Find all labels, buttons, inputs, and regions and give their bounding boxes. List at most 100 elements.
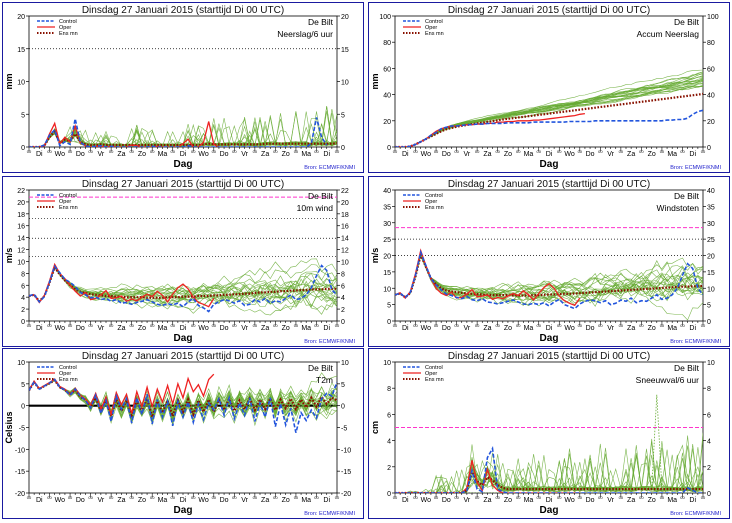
y-tick-label-right: 5 xyxy=(707,303,711,310)
hour-tick-label: 00 xyxy=(253,323,258,328)
hour-tick-label: 00 xyxy=(495,323,500,328)
legend-label-1: Oper xyxy=(425,25,437,31)
hour-tick-label: 00 xyxy=(639,495,644,500)
y-tick-label: 5 xyxy=(387,303,391,310)
y-tick-label: -20 xyxy=(15,491,25,498)
hour-tick-label: 00 xyxy=(495,149,500,154)
station-label: De Bilt xyxy=(308,191,334,201)
y-tick-label-right: 10 xyxy=(341,360,349,367)
hour-tick-label: 00 xyxy=(680,149,685,154)
day-label: Za xyxy=(483,497,491,504)
legend-label-2: Ens mn xyxy=(59,205,78,211)
y-tick-label: 22 xyxy=(17,188,25,195)
day-label: Za xyxy=(627,151,635,158)
hour-tick-label: 00 xyxy=(129,495,134,500)
y-tick-label-right: 5 xyxy=(341,382,345,389)
day-label: Ma xyxy=(667,325,677,332)
day-label: Di xyxy=(323,151,330,158)
day-label: Do xyxy=(586,151,595,158)
hour-tick-label: 00 xyxy=(413,149,418,154)
hour-tick-label: 00 xyxy=(212,323,217,328)
day-label: Do xyxy=(220,325,229,332)
hour-tick-label: 00 xyxy=(253,149,258,154)
day-label: Ma xyxy=(158,497,168,504)
hour-tick-label: 00 xyxy=(619,323,624,328)
variable-label: Neerslag/6 uur xyxy=(277,29,333,39)
hour-tick-label: 00 xyxy=(393,149,398,154)
y-tick-label-right: -5 xyxy=(341,426,347,433)
y-tick-label-right: 25 xyxy=(707,237,715,244)
chart-wind: Dinsdag 27 Januari 2015 (starttijd Di 00… xyxy=(4,179,355,345)
day-label: Vr xyxy=(241,151,248,158)
y-tick-label: 10 xyxy=(383,286,391,293)
y-tick-label: 18 xyxy=(17,212,25,219)
panel-accum: Dinsdag 27 Januari 2015 (starttijd Di 00… xyxy=(368,2,730,173)
day-label: Ma xyxy=(524,325,534,332)
hour-tick-label: 00 xyxy=(660,495,665,500)
x-axis-label: Dag xyxy=(174,505,193,516)
series-ensmean xyxy=(29,129,337,147)
hour-tick-label: 00 xyxy=(557,149,562,154)
ensemble-member-9 xyxy=(29,266,337,308)
y-tick-label-right: 40 xyxy=(707,188,715,195)
day-label: Vr xyxy=(97,151,104,158)
day-label: Di xyxy=(689,325,696,332)
chart-title: Dinsdag 27 Januari 2015 (starttijd Di 00… xyxy=(82,179,284,190)
hour-tick-label: 00 xyxy=(314,323,319,328)
legend-label-0: Control xyxy=(59,193,77,199)
series-group xyxy=(395,248,703,321)
day-label: Zo xyxy=(282,497,290,504)
hour-tick-label: 00 xyxy=(27,323,32,328)
y-tick-label-right: 0 xyxy=(707,491,711,498)
day-label: Za xyxy=(627,325,635,332)
hour-tick-label: 00 xyxy=(557,323,562,328)
hour-tick-label: 00 xyxy=(88,495,93,500)
day-label: Za xyxy=(261,497,269,504)
hour-tick-label: 00 xyxy=(191,323,196,328)
ensemble-member-5 xyxy=(395,254,703,304)
day-label: Do xyxy=(220,497,229,504)
y-tick-label: 16 xyxy=(17,224,25,231)
y-tick-label-right: 35 xyxy=(707,204,715,211)
y-tick-label-right: 10 xyxy=(341,80,349,87)
y-tick-label: 4 xyxy=(387,439,391,446)
day-label: Vr xyxy=(607,497,614,504)
hour-tick-label: 00 xyxy=(109,495,114,500)
day-label: Wo xyxy=(198,151,208,158)
y-tick-label-right: 10 xyxy=(707,286,715,293)
chart-precip: Dinsdag 27 Januari 2015 (starttijd Di 00… xyxy=(4,5,355,171)
day-label: Di xyxy=(180,497,187,504)
chart-title: Dinsdag 27 Januari 2015 (starttijd Di 00… xyxy=(82,351,284,362)
y-tick-label: 8 xyxy=(21,271,25,278)
day-label: Vr xyxy=(463,325,470,332)
y-tick-label-right: 2 xyxy=(707,465,711,472)
y-tick-label-right: 60 xyxy=(707,66,715,73)
hour-tick-label: 00 xyxy=(109,149,114,154)
hour-tick-label: 00 xyxy=(475,495,480,500)
hour-tick-label: 00 xyxy=(537,323,542,328)
hour-tick-label: 00 xyxy=(537,149,542,154)
day-label: Do xyxy=(442,151,451,158)
day-label: Di xyxy=(689,497,696,504)
variable-label: T2m xyxy=(316,375,333,385)
panel-precip: Dinsdag 27 Januari 2015 (starttijd Di 00… xyxy=(2,2,364,173)
y-tick-label: 10 xyxy=(383,360,391,367)
y-tick-label-right: 20 xyxy=(707,119,715,126)
y-tick-label-right: 0 xyxy=(341,404,345,411)
day-label: Zo xyxy=(648,497,656,504)
series-ensmean xyxy=(29,378,337,421)
day-label: Do xyxy=(76,325,85,332)
hour-tick-label: 00 xyxy=(578,323,583,328)
series-control xyxy=(395,249,703,310)
day-label: Zo xyxy=(138,325,146,332)
legend-label-1: Oper xyxy=(59,25,71,31)
hour-tick-label: 00 xyxy=(88,149,93,154)
day-label: Di xyxy=(180,151,187,158)
hour-tick-label: 00 xyxy=(294,323,299,328)
hour-tick-label: 00 xyxy=(314,495,319,500)
hour-tick-label: 00 xyxy=(88,323,93,328)
hour-tick-label: 00 xyxy=(294,149,299,154)
y-tick-label-right: 0 xyxy=(707,319,711,326)
day-label: Za xyxy=(261,325,269,332)
day-label: Di xyxy=(323,325,330,332)
